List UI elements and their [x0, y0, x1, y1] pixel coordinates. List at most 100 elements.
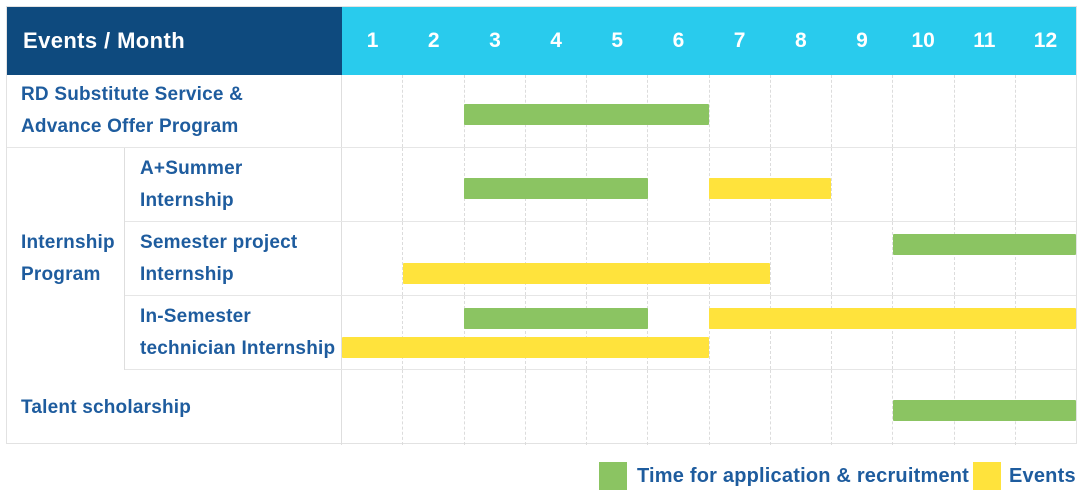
month-grid: [342, 75, 1076, 147]
application-bar: [464, 178, 648, 199]
month-cell: [955, 148, 1016, 221]
month-cell: [1016, 222, 1076, 295]
table-row-talent-scholarship: Talent scholarship: [7, 370, 1076, 445]
legend: Time for application & recruitment Event…: [0, 462, 1080, 490]
row-label: Semester project Internship: [125, 222, 342, 295]
month-cell: [710, 222, 771, 295]
row-label: Talent scholarship: [7, 370, 342, 445]
month-header-cell-10: 10: [911, 29, 935, 52]
month-cell: [771, 296, 832, 369]
month-cell: [403, 370, 465, 445]
month-cell: [342, 148, 404, 221]
table-row-a-summer-internship: A+Summer Internship: [125, 148, 1076, 222]
month-cell: [955, 75, 1016, 147]
month-cell: [648, 222, 710, 295]
month-header-cell-7: 7: [733, 29, 746, 52]
group-label-line: Program: [21, 264, 101, 285]
month-cell: [648, 296, 710, 369]
month-cell: [648, 370, 710, 445]
row-label-line: A+Summer: [140, 157, 243, 179]
legend-events-swatch: [973, 462, 1001, 490]
row-label-line: Advance Offer Program: [21, 116, 239, 137]
group-label-line: Internship: [21, 232, 115, 253]
month-header-cell-4: 4: [550, 29, 562, 52]
month-cell: [465, 222, 526, 295]
month-cell: [771, 148, 832, 221]
month-cell: [893, 296, 955, 369]
month-header-cell-1: 1: [366, 29, 379, 52]
event-bar: [709, 308, 1076, 329]
month-cell: [342, 296, 404, 369]
month-cell: [771, 75, 832, 147]
group-block-internship-program: Internship Program A+Summer Internship Semes…: [7, 148, 1076, 370]
month-cell: [342, 222, 404, 295]
row-label-line: Semester project: [140, 231, 298, 253]
month-cell: [403, 222, 465, 295]
month-cell: [1016, 75, 1076, 147]
month-header-cell-12: 12: [1033, 29, 1058, 52]
legend-application-swatch: [599, 462, 627, 490]
month-cell: [771, 222, 832, 295]
month-grid: [342, 370, 1076, 445]
month-cell: [955, 296, 1016, 369]
event-bar: [342, 337, 709, 358]
month-header-cell-6: 6: [672, 29, 685, 52]
header-row: Events / Month 1 2 3 4 5 6 7 8 9 10 11 12: [7, 7, 1076, 75]
month-header-cell-9: 9: [856, 29, 868, 52]
month-cell: [893, 222, 955, 295]
month-header-cell-2: 2: [427, 29, 440, 52]
month-cell: [465, 296, 526, 369]
month-cell: [526, 222, 587, 295]
row-label-line: RD Substitute Service &: [21, 84, 244, 105]
row-label-line: technician Internship: [140, 337, 336, 359]
table-row-semester-project-internship: Semester project Internship: [125, 222, 1076, 296]
group-label-cell: Internship Program: [7, 148, 125, 370]
row-label-line: Internship: [140, 189, 234, 211]
month-header-cell-11: 11: [973, 29, 996, 52]
table-row-rd-substitute-service-advance-offer-program: RD Substitute Service & Advance Offer Pro…: [7, 75, 1076, 148]
application-bar: [464, 308, 648, 329]
month-cell: [832, 148, 894, 221]
month-cell: [342, 370, 404, 445]
month-cell: [465, 370, 526, 445]
month-cell: [1016, 296, 1076, 369]
month-cell: [832, 222, 894, 295]
month-grid: [342, 296, 1076, 369]
month-cell: [955, 222, 1016, 295]
months-header: 1 2 3 4 5 6 7 8 9 10 11 12: [342, 7, 1076, 75]
legend-events-label: Events: [1009, 465, 1076, 487]
month-cell: [403, 148, 465, 221]
event-bar: [709, 178, 832, 199]
month-cell: [648, 148, 710, 221]
month-cell: [710, 296, 771, 369]
row-label-line: Internship: [140, 263, 234, 285]
month-header-cell-5: 5: [611, 29, 624, 52]
month-cell: [893, 148, 955, 221]
application-bar: [892, 234, 1076, 255]
legend-application-label: Time for application & recruitment: [637, 465, 970, 487]
month-cell: [587, 370, 649, 445]
month-cell: [403, 75, 465, 147]
month-cell: [587, 296, 649, 369]
month-header-cell-8: 8: [794, 29, 807, 52]
month-cell: [832, 370, 894, 445]
month-cell: [710, 75, 771, 147]
group-rows: A+Summer Internship Semester project Intern…: [125, 148, 1076, 370]
application-bar: [464, 104, 709, 125]
month-cell: [403, 296, 465, 369]
gantt-body: RD Substitute Service & Advance Offer Pro…: [7, 75, 1076, 445]
gantt-table: Events / Month 1 2 3 4 5 6 7 8 9 10 11 12 RD Substi…: [6, 6, 1077, 445]
row-label-line: In-Semester: [140, 305, 251, 327]
month-cell: [893, 75, 955, 147]
month-cell: [526, 370, 587, 445]
row-label: A+Summer Internship: [125, 148, 342, 221]
month-cell: [832, 296, 894, 369]
month-grid: [342, 148, 1076, 221]
row-label-line: Talent scholarship: [21, 396, 192, 418]
month-cell: [342, 75, 404, 147]
row-label: RD Substitute Service & Advance Offer Pro…: [7, 75, 342, 147]
month-cell: [648, 75, 710, 147]
month-cell: [1016, 148, 1076, 221]
events-month-header-cell: Events / Month: [7, 7, 342, 75]
application-bar: [892, 400, 1076, 421]
